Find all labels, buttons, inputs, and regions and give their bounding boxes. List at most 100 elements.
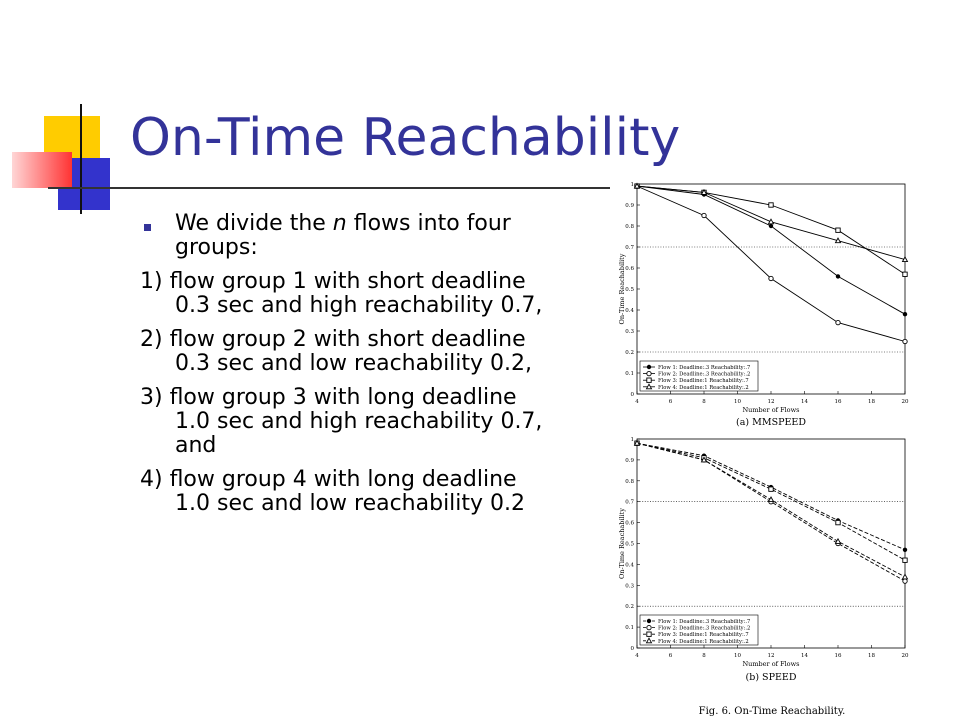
y-tick-label-10: 0.9 bbox=[625, 458, 634, 464]
y-tick-label-9: 0.8 bbox=[625, 224, 634, 230]
series-line-4 bbox=[636, 442, 906, 578]
legend-marker-2 bbox=[646, 624, 652, 631]
data-point-s2-2 bbox=[701, 457, 707, 463]
x-tick-label-5: 12 bbox=[768, 653, 775, 659]
y-tick-label-9: 0.8 bbox=[625, 479, 634, 485]
data-point-s4-4 bbox=[834, 237, 842, 244]
data-point-s4-2 bbox=[700, 188, 708, 195]
legend-marker-3 bbox=[646, 377, 652, 383]
series-line-4 bbox=[636, 185, 906, 261]
x-tick-label-1: 4 bbox=[635, 653, 639, 659]
data-point-s3-5 bbox=[902, 271, 908, 277]
data-point-s4-1 bbox=[633, 182, 641, 189]
x-tick-label-6: 14 bbox=[801, 653, 808, 659]
legend-entry-1: Flow 1: Deadline:.3 Reachability:.7 bbox=[658, 365, 750, 371]
list-item-4: 4) flow group 4 with long deadline 1.0 s… bbox=[140, 468, 580, 516]
list-item-3-line2: 1.0 sec and high reachability 0.7, bbox=[175, 409, 543, 434]
legend-marker-1 bbox=[646, 618, 652, 624]
list-item-4-line2: 1.0 sec and low reachability 0.2 bbox=[175, 491, 526, 516]
legend-entry-1: Flow 1: Deadline:.3 Reachability:.7 bbox=[658, 619, 750, 625]
data-point-s4-5 bbox=[901, 256, 909, 263]
data-point-s4-3 bbox=[767, 218, 775, 225]
x-tick-label-4: 10 bbox=[734, 653, 741, 659]
x-tick-label-2: 6 bbox=[669, 399, 673, 405]
data-point-s2-1 bbox=[634, 440, 640, 446]
bullet-text-italic: n bbox=[332, 211, 347, 236]
list-item-2-line1: 2) flow group 2 with short deadline bbox=[140, 327, 526, 352]
data-point-s4-2 bbox=[700, 456, 708, 463]
chart-title: (a) MMSPEED bbox=[736, 417, 806, 428]
y-axis-label: On-Time Reachability bbox=[618, 508, 626, 579]
x-tick-label-6: 14 bbox=[801, 399, 808, 405]
x-tick-label-8: 18 bbox=[868, 653, 875, 659]
series-line-3 bbox=[636, 442, 906, 561]
data-point-s3-3 bbox=[768, 486, 774, 492]
x-axis-label: Number of Flows bbox=[742, 406, 799, 414]
y-tick-label-6: 0.5 bbox=[625, 287, 634, 293]
data-point-s2-4 bbox=[835, 540, 841, 547]
x-tick-label-9: 20 bbox=[902, 653, 909, 659]
y-tick-label-7: 0.6 bbox=[625, 266, 634, 272]
page-title: On-Time Reachability bbox=[130, 108, 681, 168]
series-line-1 bbox=[636, 185, 906, 315]
list-item-3-line3: and bbox=[175, 433, 217, 458]
data-point-s3-3 bbox=[768, 202, 774, 208]
legend-marker-3 bbox=[646, 631, 652, 637]
deco-vertical-line bbox=[80, 104, 82, 214]
title-rule bbox=[48, 187, 610, 189]
data-point-s3-2 bbox=[701, 189, 707, 196]
y-tick-label-5: 0.4 bbox=[625, 562, 634, 568]
bullet-icon bbox=[144, 224, 151, 231]
data-point-s2-4 bbox=[835, 319, 841, 326]
list-item-3: 3) flow group 3 with long deadline 1.0 s… bbox=[140, 386, 580, 458]
y-tick-label-6: 0.5 bbox=[625, 542, 634, 548]
y-tick-label-2: 0.1 bbox=[625, 371, 634, 377]
y-tick-label-7: 0.6 bbox=[625, 521, 634, 527]
data-point-s3-1 bbox=[634, 440, 640, 446]
data-point-s4-3 bbox=[767, 496, 775, 503]
legend-box bbox=[639, 614, 759, 646]
list-item-1-line2: 0.3 sec and high reachability 0.7, bbox=[175, 293, 543, 318]
list-item-4-line1: 4) flow group 4 with long deadline bbox=[140, 467, 517, 492]
list-item-2-line2: 0.3 sec and low reachability 0.2, bbox=[175, 351, 533, 376]
data-point-s1-1 bbox=[634, 183, 640, 189]
x-tick-label-7: 16 bbox=[835, 653, 842, 659]
data-point-s3-4 bbox=[835, 227, 841, 233]
plot-frame bbox=[636, 438, 906, 649]
data-point-s3-1 bbox=[634, 183, 640, 189]
list-item-3-line1: 3) flow group 3 with long deadline bbox=[140, 385, 517, 410]
series-line-2 bbox=[636, 442, 906, 582]
legend-marker-2 bbox=[646, 370, 652, 377]
data-point-s1-5 bbox=[902, 547, 908, 552]
series-line-2 bbox=[636, 185, 906, 342]
x-tick-label-1: 4 bbox=[635, 399, 639, 405]
chart-2: 4 6 8 10 12 14 16 18 20 0 0.1 0.2 0.3 0.4 0.5 0.6 0.7 0.8… bbox=[618, 437, 909, 683]
data-point-s2-2 bbox=[701, 212, 707, 219]
data-point-s1-4 bbox=[835, 274, 841, 279]
data-point-s3-5 bbox=[902, 557, 908, 563]
y-tick-label-5: 0.4 bbox=[625, 308, 634, 314]
chart-title: (b) SPEED bbox=[746, 672, 797, 683]
bullet-text-pre: We divide the bbox=[175, 211, 333, 236]
data-point-s1-1 bbox=[634, 440, 640, 446]
data-point-s2-3 bbox=[768, 275, 774, 282]
bullet-text-post: flows into four bbox=[346, 211, 511, 236]
legend-box bbox=[639, 360, 759, 392]
y-tick-label-3: 0.2 bbox=[625, 350, 634, 356]
y-tick-label-10: 0.9 bbox=[625, 203, 634, 209]
chart-1: 4 6 8 10 12 14 16 18 20 0 0.1 0.2 0.3 0.4 0.5 0.6 0.7 0.8… bbox=[618, 182, 909, 428]
legend-entry-3: Flow 3: Deadline:1 Reachability:.7 bbox=[658, 378, 749, 384]
legend-entry-4: Flow 4: Deadline:1 Reachability:.2 bbox=[658, 385, 749, 391]
legend-marker-1 bbox=[646, 364, 652, 370]
y-tick-label-8: 0.7 bbox=[625, 245, 634, 251]
data-point-s2-5 bbox=[902, 338, 908, 345]
data-point-s4-4 bbox=[834, 537, 842, 544]
data-point-s4-1 bbox=[633, 439, 641, 446]
deco-red-square bbox=[12, 152, 72, 188]
y-tick-label-4: 0.3 bbox=[625, 329, 634, 335]
plot-frame bbox=[636, 183, 906, 395]
figure-caption: Fig. 6. On-Time Reachability. bbox=[699, 706, 846, 717]
y-tick-label-11: 1 bbox=[631, 437, 635, 443]
data-point-s1-4 bbox=[835, 518, 841, 523]
list-item-2: 2) flow group 2 with short deadline 0.3 … bbox=[140, 328, 580, 376]
